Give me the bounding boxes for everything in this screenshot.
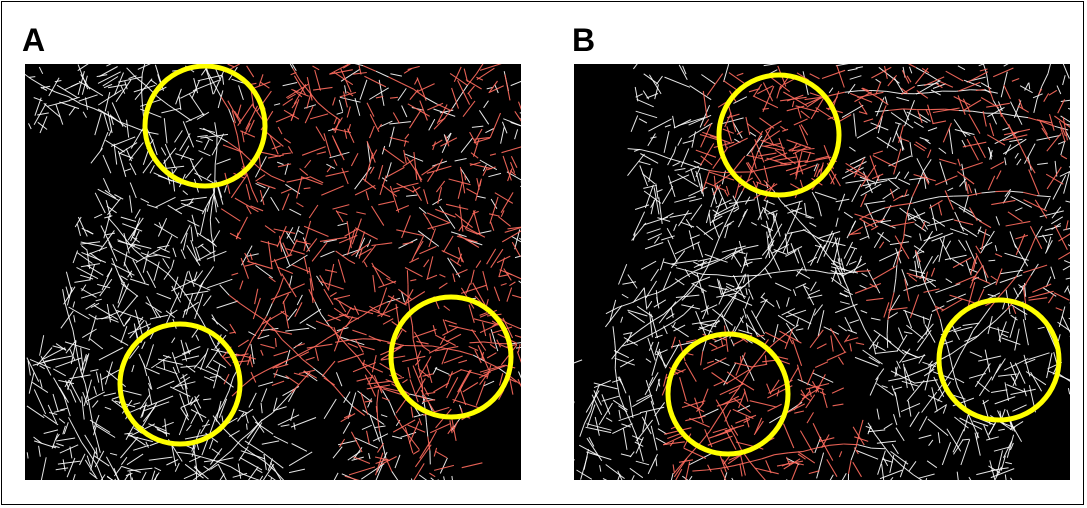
highlight-ring-south-west bbox=[665, 331, 791, 457]
highlight-rings-b bbox=[665, 72, 1062, 457]
highlight-ring-north-west bbox=[716, 72, 842, 198]
street-network-map-b bbox=[574, 64, 1070, 480]
street-network-highlighted-a bbox=[220, 64, 521, 480]
street-network-svg-a bbox=[25, 64, 521, 480]
street-network-white-b bbox=[574, 64, 1070, 480]
street-network-svg-b bbox=[574, 64, 1070, 480]
street-network-highlighted-b bbox=[661, 64, 1070, 480]
panel-label-a: A bbox=[22, 22, 46, 58]
street-network-map-a bbox=[25, 64, 521, 480]
panel-label-b: B bbox=[572, 22, 596, 58]
highlight-ring-south-west bbox=[117, 321, 243, 447]
highlight-ring-east bbox=[388, 294, 514, 420]
highlight-ring-east bbox=[936, 297, 1062, 423]
highlight-rings-a bbox=[117, 64, 514, 447]
highlight-ring-north-west bbox=[142, 64, 268, 189]
